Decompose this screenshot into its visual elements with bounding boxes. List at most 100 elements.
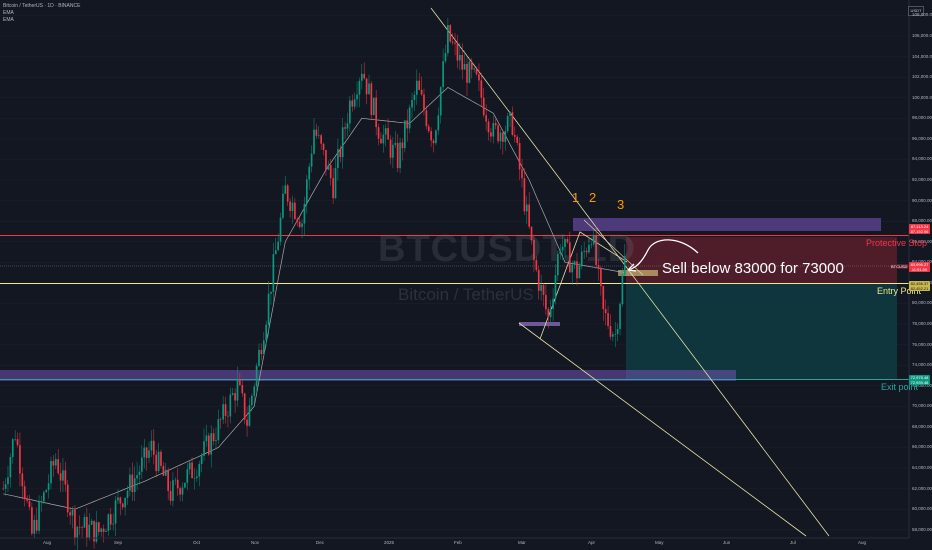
upper-trendline xyxy=(430,7,830,537)
ema-line xyxy=(3,86,625,510)
current-price-tag-line1: 83,996.27 xyxy=(910,262,929,267)
candle-up xyxy=(356,94,358,100)
candle-up xyxy=(105,530,107,532)
candle-down xyxy=(176,479,179,489)
candle-down xyxy=(602,286,605,310)
candle-down xyxy=(152,440,155,455)
candle-up xyxy=(124,497,126,508)
candle-down xyxy=(363,73,366,79)
candle-up xyxy=(7,477,9,485)
candle-up xyxy=(327,165,330,170)
candle-up xyxy=(186,469,189,483)
price-tick-label: 106,000.00 xyxy=(912,33,932,38)
candle-up xyxy=(384,128,387,135)
candle-up xyxy=(33,519,36,534)
candle-down xyxy=(425,110,428,127)
candle-down xyxy=(86,516,88,538)
price-tick-label: 76,000.00 xyxy=(912,341,932,347)
candle-up xyxy=(525,204,528,212)
candle-up xyxy=(284,185,287,194)
candle-down xyxy=(227,415,229,417)
candle-up xyxy=(559,250,562,254)
currency-button[interactable]: USDT xyxy=(908,6,924,16)
candle-down xyxy=(432,140,435,144)
candle-down xyxy=(535,260,538,270)
candles xyxy=(2,17,626,550)
channel-line xyxy=(583,219,644,276)
price-tick-label: 104,000.00 xyxy=(912,53,932,59)
candle-down xyxy=(66,484,69,513)
candle-down xyxy=(109,514,112,525)
candle-down xyxy=(298,221,301,228)
candle-down xyxy=(449,25,452,42)
candle-down xyxy=(497,125,499,142)
candle-up xyxy=(616,328,619,334)
candle-up xyxy=(198,463,201,477)
candle-up xyxy=(203,441,205,456)
price-tick-label: 58,000.00 xyxy=(912,526,932,532)
candle-up xyxy=(184,482,186,488)
candle-up xyxy=(117,497,119,501)
candle-up xyxy=(43,492,45,502)
candle-down xyxy=(597,265,600,268)
candle-up xyxy=(310,153,313,167)
exit-price-tag-line2: 72,939.48 xyxy=(910,380,929,385)
candle-up xyxy=(468,61,471,83)
candle-up xyxy=(200,455,203,464)
time-tick-label: Mar xyxy=(518,540,526,545)
candle-down xyxy=(212,433,215,442)
candle-up xyxy=(492,122,495,137)
candle-down xyxy=(21,473,24,487)
candle-down xyxy=(470,61,473,70)
stop-price-tag-line2: 87,192.96 xyxy=(910,229,929,234)
price-tick-label: 98,000.00 xyxy=(912,115,932,121)
candle-up xyxy=(210,433,213,455)
wave-label-2: 2 xyxy=(589,190,597,205)
candle-down xyxy=(23,486,26,500)
candle-down xyxy=(396,143,399,169)
candle-up xyxy=(11,439,14,458)
current-price-tag: 83,996.27 11:51:59 xyxy=(909,262,930,272)
candle-up xyxy=(473,68,476,70)
candle-down xyxy=(528,204,531,227)
candle-up xyxy=(447,25,449,54)
candle-up xyxy=(47,483,50,490)
candle-up xyxy=(557,253,559,276)
candle-down xyxy=(502,132,504,142)
candle-down xyxy=(119,497,122,504)
candle-up xyxy=(114,500,117,524)
candle-up xyxy=(590,244,593,245)
candle-down xyxy=(461,54,464,70)
candle-down xyxy=(485,115,487,122)
price-tick-label: 88,000.00 xyxy=(912,218,932,224)
candle-down xyxy=(207,435,210,455)
candle-down xyxy=(607,313,609,326)
price-tick-label: 62,000.00 xyxy=(912,485,932,491)
supply-box xyxy=(573,218,881,231)
candle-up xyxy=(499,132,502,142)
candle-down xyxy=(81,527,83,528)
candle-down xyxy=(513,134,516,137)
low-marker-box xyxy=(519,322,560,326)
price-tick-label: 78,000.00 xyxy=(912,321,932,327)
candle-down xyxy=(52,461,55,466)
candle-up xyxy=(129,474,131,491)
candle-down xyxy=(243,393,246,420)
candle-up xyxy=(174,479,177,481)
candle-up xyxy=(411,99,413,108)
candle-up xyxy=(83,516,86,528)
candle-up xyxy=(612,334,614,337)
candle-down xyxy=(131,474,134,493)
time-tick-label: Nov xyxy=(251,540,260,545)
candle-up xyxy=(95,522,98,542)
candle-up xyxy=(38,501,40,531)
price-tick-label: 86,000.00 xyxy=(912,238,932,244)
candle-down xyxy=(286,185,289,202)
candle-up xyxy=(14,439,16,440)
time-tick-label: Sep xyxy=(114,540,123,545)
candle-down xyxy=(121,503,124,508)
candle-down xyxy=(241,385,244,394)
candle-down xyxy=(401,142,404,149)
price-tick-label: 60,000.00 xyxy=(912,506,932,512)
